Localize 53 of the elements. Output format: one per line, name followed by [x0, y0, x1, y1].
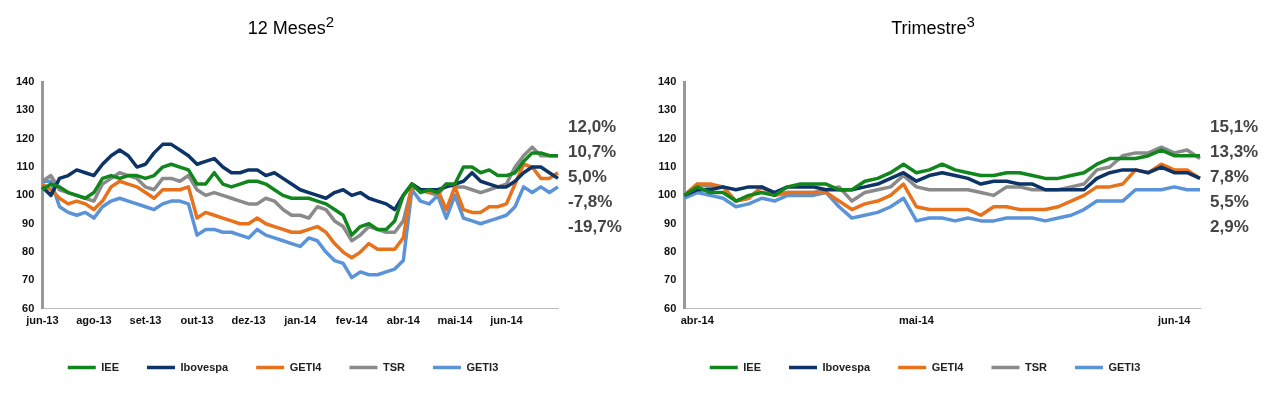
legend-label: TSR [1024, 360, 1048, 373]
y-tick-label: 80 [22, 245, 35, 258]
text: -7,8% [568, 192, 613, 212]
legend-label: TSR [382, 360, 406, 373]
y-tick-label: 140 [657, 75, 677, 88]
y-tick-label: 110 [16, 160, 35, 173]
text: 13,3% [1210, 142, 1259, 162]
text: 5,5% [1210, 192, 1249, 212]
x-tick-label: dez-13 [231, 314, 266, 327]
y-tick-label: 60 [664, 301, 677, 314]
chart-title: 12 Meses$^{2}$ [246, 12, 336, 40]
legend-label: GETI3 [1108, 360, 1141, 373]
y-tick-label: 90 [22, 216, 35, 229]
y-tick-label: 110 [658, 160, 677, 173]
y-tick-label: 80 [664, 245, 677, 258]
y-tick-label: 60 [22, 301, 35, 314]
legend-label: GETI3 [466, 360, 499, 373]
chart-title: Trimestre$^{3}$ [890, 12, 976, 40]
legend-label: Ibovespa [180, 360, 230, 373]
x-tick-label: jun-13 [25, 314, 59, 327]
x-tick-label: jan-14 [283, 314, 317, 327]
x-tick-label: fev-14 [335, 314, 369, 327]
x-tick-label: jun-14 [1157, 314, 1192, 327]
y-tick-label: 100 [657, 188, 677, 201]
x-tick-label: abr-14 [386, 314, 421, 327]
y-tick-label: 90 [664, 216, 677, 229]
legend-label: Ibovespa [822, 360, 872, 373]
x-tick-label: ago-13 [76, 314, 112, 327]
y-tick-label: 70 [664, 273, 677, 286]
y-tick-label: 130 [657, 103, 677, 116]
y-tick-label: 100 [15, 188, 35, 201]
text: 5,0% [568, 167, 607, 187]
y-tick-label: 130 [15, 103, 35, 116]
x-tick-label: out-13 [180, 314, 214, 327]
text: 15,1% [1210, 117, 1259, 137]
y-tick-label: 120 [15, 131, 35, 144]
text: 2,9% [1210, 217, 1249, 237]
legend-label: IEE [101, 360, 119, 373]
x-tick-label: mai-14 [898, 314, 935, 327]
y-tick-label: 70 [22, 273, 35, 286]
legend-label: IEE [743, 360, 761, 373]
y-tick-label: 120 [657, 131, 677, 144]
text: 10,7% [568, 142, 617, 162]
text: 12,0% [568, 117, 617, 137]
x-tick-label: mai-14 [437, 314, 474, 327]
text: 7,8% [1210, 167, 1249, 187]
legend-label: GETI4 [931, 360, 965, 373]
x-tick-label: set-13 [129, 314, 162, 327]
x-tick-label: jun-14 [489, 314, 524, 327]
y-tick-label: 140 [15, 75, 35, 88]
legend-label: GETI4 [289, 360, 323, 373]
x-tick-label: abr-14 [680, 314, 715, 327]
text: -19,7% [568, 217, 622, 237]
